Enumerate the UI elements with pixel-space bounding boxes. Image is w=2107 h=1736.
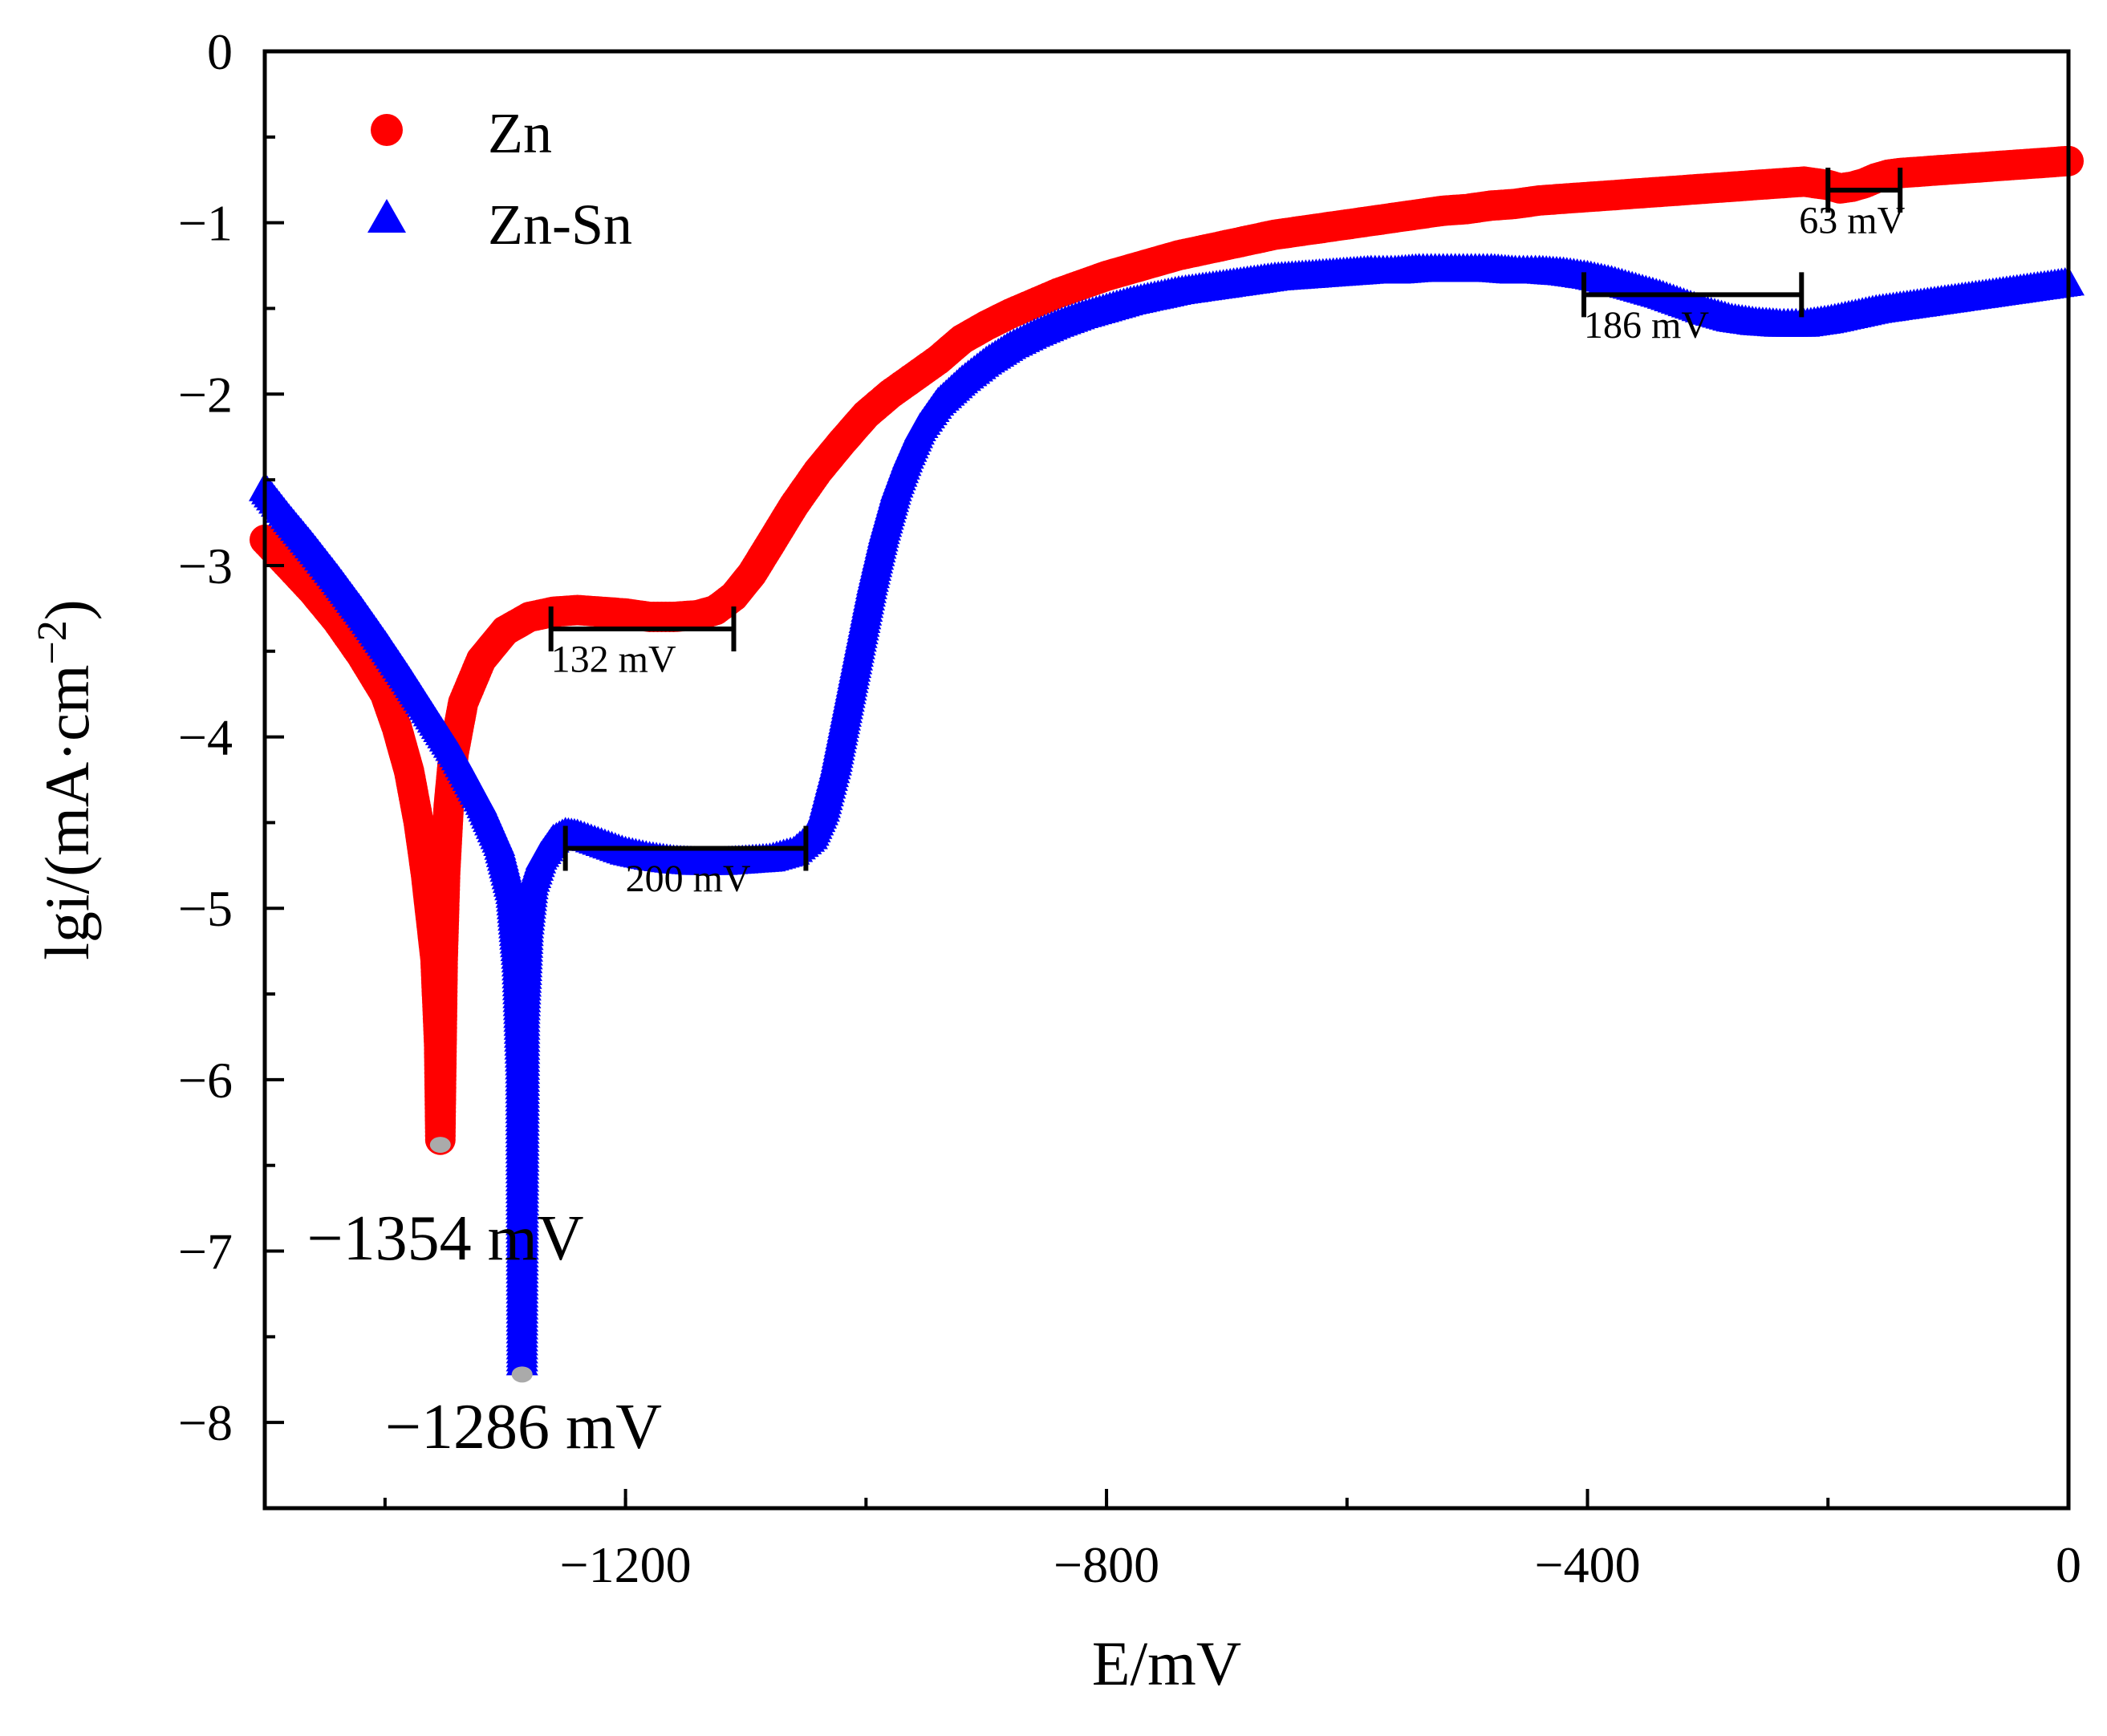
x-tick-label: −800 — [1054, 1536, 1159, 1593]
y-tick-label: −8 — [178, 1394, 233, 1451]
series-zn-sn — [249, 253, 2085, 1376]
y-axis-title-exponent: −2 — [30, 620, 75, 664]
range-annotation: 63 mV — [1799, 168, 1906, 241]
potential-annotation: −1354 mV — [307, 1137, 584, 1274]
range-label: 200 mV — [626, 858, 751, 900]
legend-znsn-marker — [367, 199, 406, 233]
potential-annotation: −1286 mV — [385, 1366, 662, 1462]
y-axis-title-close: ) — [32, 599, 102, 620]
legend-zn-label: Zn — [488, 101, 552, 165]
y-tick-label: 0 — [207, 23, 233, 80]
range-label: 132 mV — [551, 638, 676, 680]
x-axis-title: E/mV — [1092, 1629, 1241, 1698]
plot-frame — [262, 49, 2071, 1511]
y-tick-label: −4 — [178, 709, 233, 766]
x-tick-label: 0 — [2056, 1536, 2081, 1593]
y-tick-label: −3 — [178, 537, 233, 594]
range-label: 186 mV — [1584, 304, 1709, 347]
axes-layer — [262, 49, 2071, 1511]
range-annotation: 200 mV — [562, 825, 809, 900]
data-layer — [249, 145, 2085, 1376]
x-tick-label: −400 — [1534, 1536, 1640, 1593]
legend-znsn-label: Zn-Sn — [488, 193, 632, 257]
y-tick-label: −5 — [178, 880, 233, 937]
y-axis-title: lgi/(mA·cm−2) — [30, 599, 102, 960]
y-tick-label: −7 — [178, 1223, 233, 1280]
potential-label: −1354 mV — [307, 1203, 583, 1274]
legend-zn-marker — [371, 114, 403, 146]
y-tick-label: −6 — [178, 1052, 233, 1109]
potential-marker — [429, 1137, 451, 1154]
range-label: 63 mV — [1799, 199, 1905, 241]
range-annotation: 186 mV — [1581, 272, 1805, 347]
potential-marker — [511, 1366, 533, 1383]
x-tick-label: −1200 — [560, 1536, 692, 1593]
annotation-layer: 132 mV 200 mV 186 mV 63 mV −1354 mV −1286 mV — [307, 168, 1906, 1462]
y-axis-title-main: lgi/(mA·cm — [32, 665, 102, 960]
ticks-layer: −1200 −800 −400 0 0 −1 −2 −3 −4 −5 −6 −7 −8 — [178, 23, 2081, 1593]
potential-label: −1286 mV — [385, 1392, 662, 1462]
y-tick-label: −1 — [178, 195, 233, 252]
legend: Zn Zn-Sn — [367, 101, 632, 257]
range-annotation: 132 mV — [548, 606, 737, 680]
y-tick-label: −2 — [178, 366, 233, 423]
